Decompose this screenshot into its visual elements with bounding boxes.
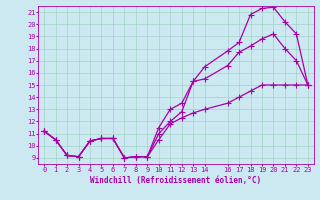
X-axis label: Windchill (Refroidissement éolien,°C): Windchill (Refroidissement éolien,°C) — [91, 176, 261, 185]
